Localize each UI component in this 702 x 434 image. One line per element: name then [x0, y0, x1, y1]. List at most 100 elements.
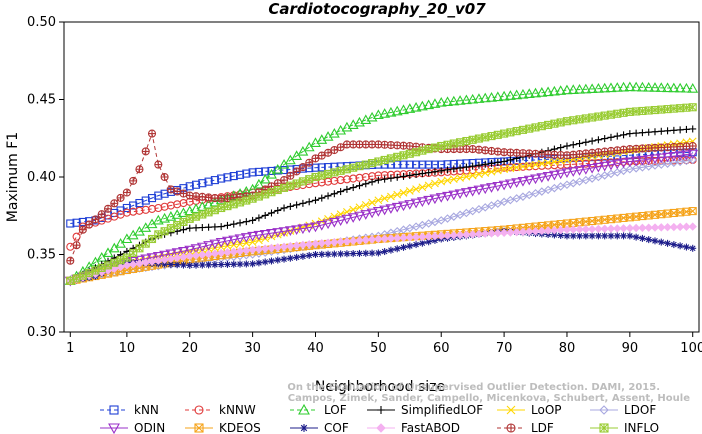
data-point-lof-54: [398, 104, 409, 115]
data-point-fastabod-89: [619, 224, 628, 233]
data-point-lof-7: [102, 247, 114, 258]
data-point-cof-40: [311, 251, 319, 258]
data-point-fastabod-69: [493, 228, 503, 238]
data-point-ldof-73: [518, 192, 528, 201]
data-point-odin-70: [498, 180, 510, 191]
data-point-odin-74: [523, 175, 535, 186]
legend-item-loop: LoOP: [497, 403, 562, 417]
legend-label-ldf: LDF: [531, 421, 554, 434]
data-point-lof-73: [517, 88, 529, 99]
data-point-odin-46: [347, 213, 359, 223]
data-point-odin-79: [555, 169, 567, 180]
data-point-cof-32: [261, 258, 269, 266]
data-point-knn-12: [135, 198, 144, 208]
data-point-cof-44: [337, 250, 345, 258]
legend-marker-cof: [300, 424, 308, 432]
data-point-knnw-80: [562, 160, 572, 169]
legend-item-cof: COF: [290, 421, 349, 434]
data-point-simplifiedlof-84: [588, 137, 596, 145]
data-point-loop-77: [544, 158, 552, 167]
data-point-lof-91: [630, 81, 642, 92]
data-point-simplifiedlof-45: [343, 185, 351, 193]
data-point-odin-37: [291, 225, 303, 236]
data-point-cof-35: [280, 255, 288, 263]
data-point-fastabod-56: [411, 232, 421, 242]
data-point-simplifiedlof-95: [657, 127, 665, 135]
data-point-fastabod-71: [506, 228, 515, 237]
data-point-odin-50: [372, 207, 384, 217]
data-point-loop-55: [405, 187, 414, 195]
data-point-fastabod-44: [336, 237, 345, 246]
data-point-odin-78: [548, 170, 560, 181]
data-point-odin-87: [605, 160, 617, 171]
data-point-cof-29: [242, 260, 250, 268]
data-point-odin-94: [649, 154, 661, 165]
data-point-ldof-84: [587, 174, 597, 183]
data-point-ldf-14: [147, 129, 157, 138]
legend-marker-fastabod: [376, 423, 386, 433]
legend-marker-kdeos: [194, 423, 204, 433]
data-point-ldof-72: [512, 194, 521, 203]
data-point-loop-69: [493, 166, 502, 175]
data-point-loop-62: [449, 175, 458, 184]
data-point-loop-78: [550, 157, 559, 166]
x-tick-label-4: 40: [307, 341, 324, 356]
data-point-knnw-14: [147, 204, 157, 213]
data-point-fastabod-62: [449, 231, 459, 240]
data-point-simplifiedlof-31: [255, 214, 263, 222]
data-point-cof-20: [186, 261, 194, 269]
data-point-cof-52: [387, 246, 395, 254]
data-point-fastabod-92: [638, 223, 647, 233]
data-point-fastabod-64: [462, 230, 471, 239]
data-point-loop-68: [487, 167, 496, 176]
data-point-knn-24: [210, 176, 219, 185]
data-point-odin-16: [159, 250, 171, 261]
data-point-cof-48: [362, 249, 370, 257]
data-point-loop-81: [569, 155, 578, 163]
data-point-fastabod-97: [669, 222, 679, 232]
data-point-fastabod-37: [292, 241, 301, 250]
legend-marker-lof: [298, 403, 310, 415]
series-markers-inflo: [66, 103, 697, 285]
data-point-ldf-5: [91, 215, 100, 224]
data-point-simplifiedlof-79: [557, 144, 565, 152]
data-point-fastabod-58: [424, 232, 433, 241]
data-point-simplifiedlof-69: [494, 158, 502, 166]
data-point-odin-95: [655, 153, 667, 164]
data-point-odin-23: [203, 241, 215, 251]
series-group: [64, 81, 699, 287]
data-point-lof-80: [561, 84, 573, 95]
legend-label-inflo: INFLO: [624, 421, 659, 434]
data-point-simplifiedlof-64: [462, 163, 470, 171]
data-point-simplifiedlof-93: [645, 128, 653, 136]
data-point-fastabod-28: [235, 246, 245, 256]
data-point-odin-62: [448, 190, 460, 201]
legend-item-ldf: LDF: [497, 421, 554, 434]
data-point-lof-63: [454, 95, 466, 105]
data-point-loop-72: [512, 163, 521, 172]
data-point-lof-98: [674, 82, 686, 93]
legend-label-simplifiedlof: SimplifiedLOF: [401, 403, 483, 417]
y-tick-label-3: 0.45: [27, 93, 56, 108]
data-point-lof-69: [492, 91, 504, 102]
data-point-cof-89: [620, 232, 628, 240]
data-point-fastabod-21: [191, 251, 201, 260]
x-tick-label-9: 90: [622, 341, 639, 356]
data-point-fastabod-90: [625, 223, 635, 233]
data-point-fastabod-76: [537, 226, 547, 236]
series-fastabod: [66, 222, 697, 286]
data-point-knn-23: [204, 177, 213, 186]
data-point-lof-81: [567, 84, 579, 94]
data-point-simplifiedlof-87: [607, 133, 615, 141]
legend-item-fastabod: FastABOD: [367, 421, 460, 434]
series-markers-fastabod: [66, 222, 697, 286]
data-point-simplifiedlof-63: [456, 164, 464, 172]
data-point-inflo-60: [437, 141, 446, 151]
data-point-odin-98: [674, 151, 686, 161]
data-point-knn-56: [412, 160, 421, 169]
data-point-fastabod-94: [650, 223, 660, 232]
data-point-cof-25: [217, 261, 225, 269]
data-point-cof-99: [682, 243, 690, 251]
data-point-fastabod-77: [543, 226, 553, 235]
data-point-odin-51: [379, 205, 391, 216]
